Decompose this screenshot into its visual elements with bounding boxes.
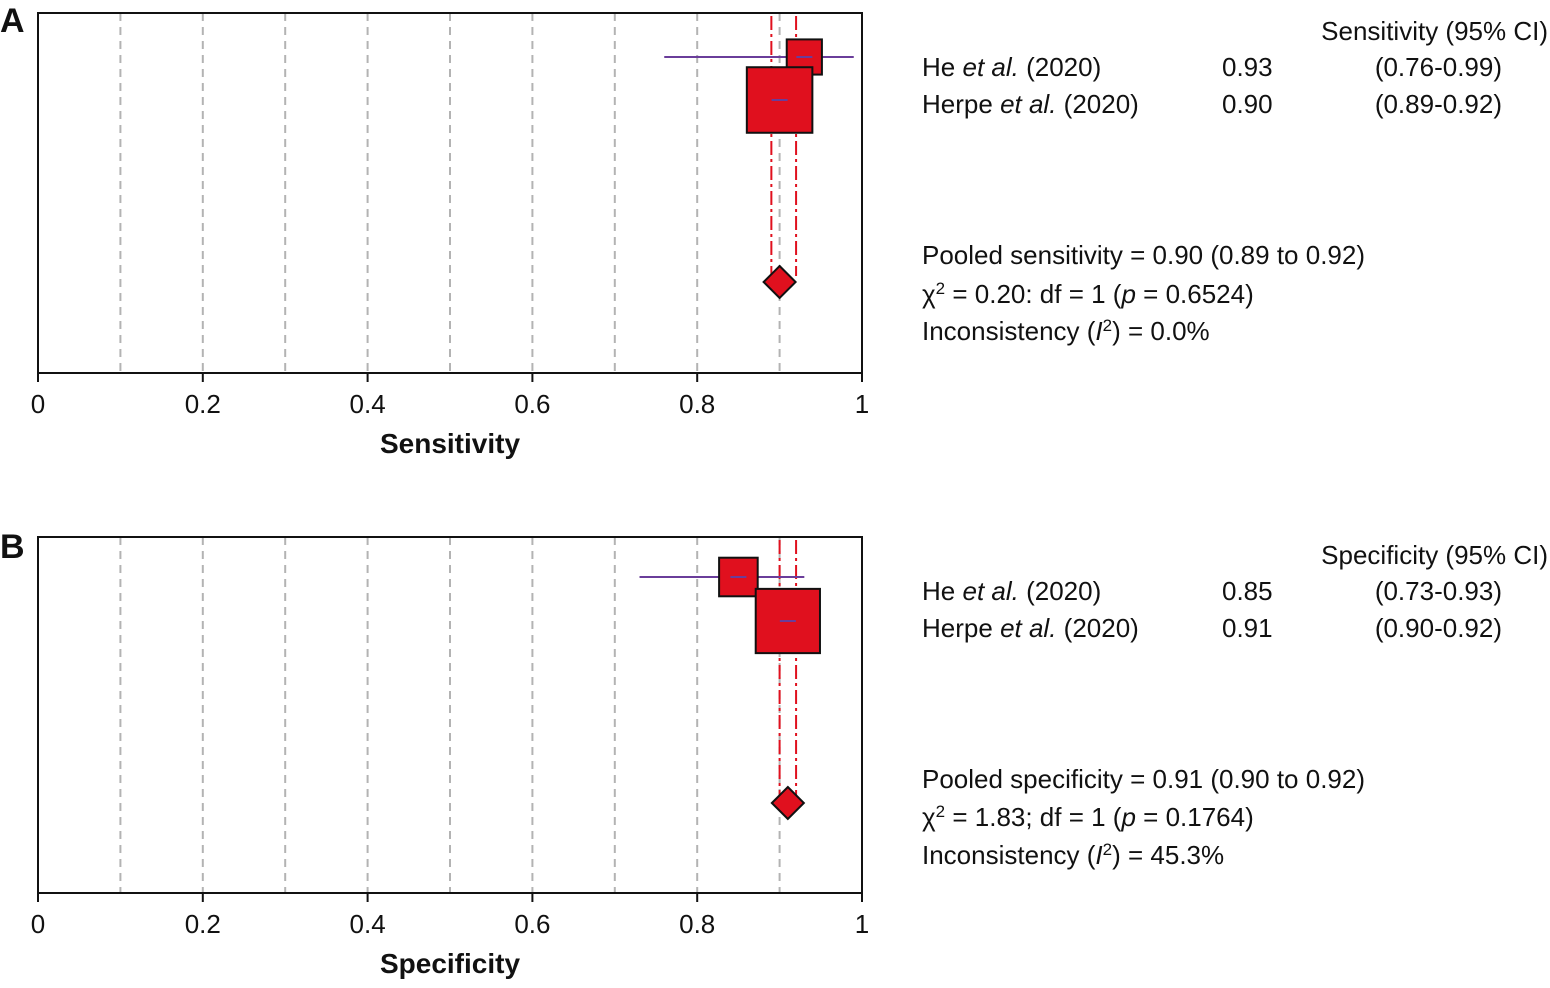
inconsistency-text: Inconsistency (I2) = 0.0% bbox=[922, 316, 1210, 347]
study-ci-text: (0.76-0.99) bbox=[1375, 52, 1502, 82]
x-tick-label: 0.2 bbox=[185, 909, 221, 939]
x-tick-label: 1 bbox=[855, 909, 869, 939]
column-header: Sensitivity (95% CI) bbox=[1321, 16, 1548, 46]
x-axis-title: Sensitivity bbox=[380, 428, 520, 459]
x-tick-label: 0.4 bbox=[350, 389, 386, 419]
study-name: Herpe et al. (2020) bbox=[922, 613, 1139, 643]
study-ci-text: (0.90-0.92) bbox=[1375, 613, 1502, 643]
study-estimate: 0.90 bbox=[1222, 89, 1273, 119]
pooled-estimate-text: Pooled specificity = 0.91 (0.90 to 0.92) bbox=[922, 764, 1365, 794]
panel-label: A bbox=[0, 2, 25, 40]
x-axis-title: Specificity bbox=[380, 948, 520, 979]
x-tick-label: 0.6 bbox=[514, 909, 550, 939]
x-tick-label: 0 bbox=[31, 389, 45, 419]
study-estimate: 0.93 bbox=[1222, 52, 1273, 82]
study-box bbox=[754, 587, 821, 655]
study-ci-text: (0.89-0.92) bbox=[1375, 89, 1502, 119]
study-name: Herpe et al. (2020) bbox=[922, 89, 1139, 119]
inconsistency-text: Inconsistency (I2) = 45.3% bbox=[922, 840, 1224, 871]
x-tick-label: 0.4 bbox=[350, 909, 386, 939]
study-box bbox=[718, 556, 759, 598]
study-estimate: 0.85 bbox=[1222, 576, 1273, 606]
forest-panel-a: A 0 0.2 0.4 0.6 0.8 1 Sensitivity Sensitivity (9… bbox=[0, 2, 1548, 459]
study-box bbox=[745, 66, 814, 134]
study-name: He et al. (2020) bbox=[922, 576, 1101, 606]
x-tick-label: 0 bbox=[31, 909, 45, 939]
pooled-diamond bbox=[770, 785, 806, 821]
column-header: Specificity (95% CI) bbox=[1321, 540, 1548, 570]
pooled-estimate-text: Pooled sensitivity = 0.90 (0.89 to 0.92) bbox=[922, 240, 1365, 270]
x-tick-label: 0.8 bbox=[679, 389, 715, 419]
study-ci-text: (0.73-0.93) bbox=[1375, 576, 1502, 606]
forest-panel-b: B 0 0.2 0.4 0.6 0.8 1 Specificity Specificity (9… bbox=[0, 528, 1548, 979]
x-tick-label: 0.2 bbox=[185, 389, 221, 419]
x-tick-label: 0.8 bbox=[679, 909, 715, 939]
pooled-diamond bbox=[762, 264, 798, 300]
chi-square-text: χ2 = 0.20: df = 1 (p = 0.6524) bbox=[922, 279, 1254, 310]
panel-label: B bbox=[0, 528, 25, 566]
plot-frame bbox=[37, 536, 863, 894]
x-tick-label: 1 bbox=[855, 389, 869, 419]
plot-frame bbox=[37, 12, 863, 374]
chi-square-text: χ2 = 1.83; df = 1 (p = 0.1764) bbox=[922, 802, 1254, 833]
study-estimate: 0.91 bbox=[1222, 613, 1273, 643]
study-name: He et al. (2020) bbox=[922, 52, 1101, 82]
x-tick-label: 0.6 bbox=[514, 389, 550, 419]
